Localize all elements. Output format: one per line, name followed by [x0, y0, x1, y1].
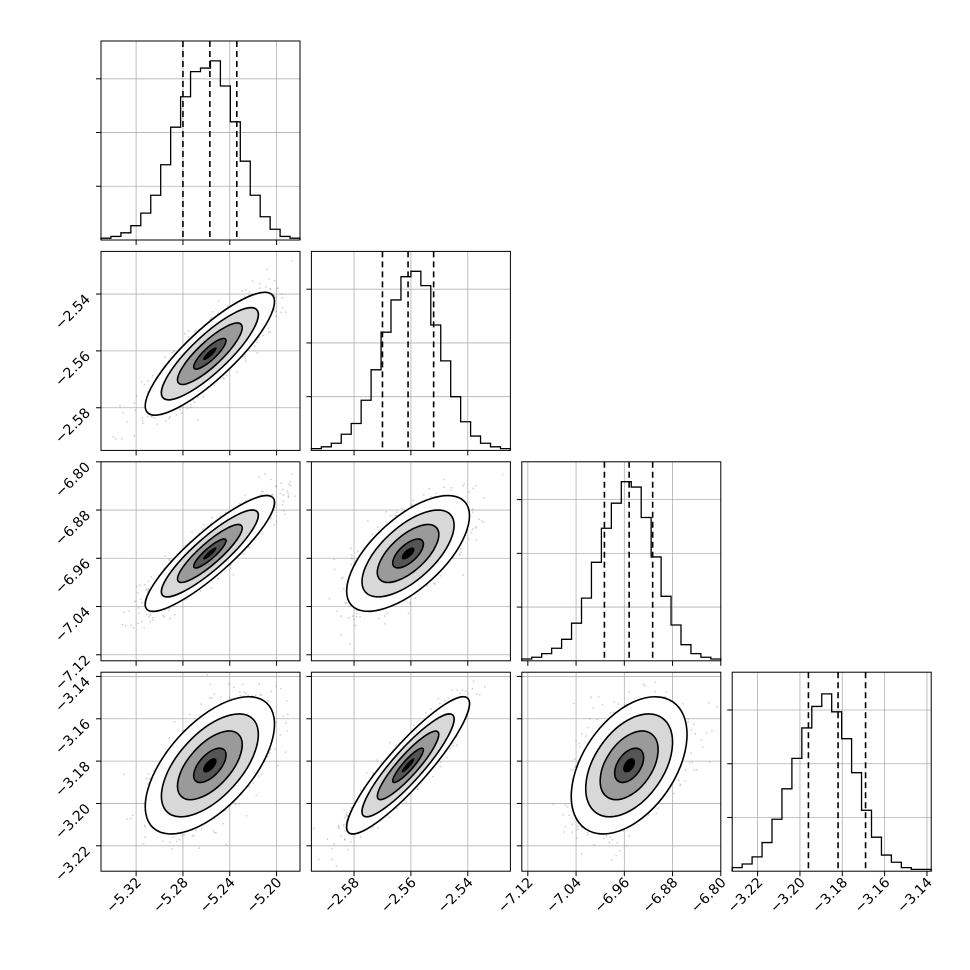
- contour-line-1: [160, 509, 260, 598]
- x-tick-label: −2.54: [435, 875, 477, 917]
- contour-line-1: [361, 509, 455, 598]
- x-tick-label: −5.20: [244, 875, 286, 917]
- histogram-step-0: [100, 60, 301, 240]
- histogram-panel-2: [516, 461, 722, 666]
- contour-line-1: [584, 713, 674, 818]
- contour-line-3: [192, 337, 227, 370]
- x-tick-label: −2.56: [378, 875, 420, 917]
- y-tick-label: −3.18: [52, 759, 94, 801]
- contour-line-2: [176, 523, 243, 584]
- density-level-4: [203, 758, 217, 773]
- histogram-panel-1: [306, 250, 512, 456]
- y-tick-label: −6.80: [52, 459, 94, 501]
- panel-frame: [100, 461, 301, 662]
- scatter-panel-2-1: [306, 461, 511, 666]
- contour-line-0: [570, 695, 688, 835]
- x-tick-label: −3.20: [767, 875, 809, 917]
- density-level-4: [623, 758, 636, 773]
- x-tick-label: −3.14: [894, 875, 936, 917]
- x-tick-label: −3.16: [852, 875, 894, 917]
- x-tick-label: −5.24: [197, 875, 239, 917]
- x-tick-label: −6.88: [640, 875, 682, 917]
- y-tick-label: −3.16: [52, 716, 94, 758]
- contour-line-3: [391, 747, 425, 784]
- panel-frame: [100, 671, 301, 872]
- x-tick-label: −5.28: [150, 875, 192, 917]
- histogram-panel-3: [727, 671, 932, 877]
- scatter-panel-3-1: [306, 671, 511, 877]
- y-tick-label: −3.22: [52, 843, 94, 885]
- x-tick-label: −6.96: [591, 875, 633, 917]
- contour-line-3: [192, 538, 227, 569]
- contour-line-0: [144, 494, 276, 613]
- density-level-4: [401, 758, 415, 773]
- histogram-step-1: [310, 270, 512, 451]
- x-tick-label: −2.58: [321, 875, 363, 917]
- panel-frame: [731, 671, 932, 872]
- scatter-panel-3-0: [96, 671, 301, 877]
- histogram-step-3: [731, 693, 932, 872]
- contour-line-0: [345, 494, 471, 613]
- x-tick-label: −5.32: [103, 875, 145, 917]
- density-level-4: [203, 547, 217, 560]
- x-tick-label: −7.12: [495, 875, 537, 917]
- panel-frame: [521, 461, 722, 662]
- contour-line-3: [391, 538, 425, 569]
- y-tick-label: −3.20: [52, 801, 94, 843]
- scatter-panel-1-0: [96, 250, 301, 456]
- contour-line-2: [176, 322, 243, 386]
- contour-line-2: [376, 730, 440, 801]
- density-level-4: [203, 347, 217, 361]
- x-tick-label: −6.80: [688, 875, 730, 917]
- contour-line-2: [376, 523, 440, 584]
- contour-line-1: [160, 306, 260, 401]
- contour-line-2: [176, 730, 243, 801]
- histogram-step-2: [521, 481, 722, 661]
- density-level-4: [401, 547, 415, 560]
- x-tick-label: −7.04: [543, 875, 585, 917]
- contour-line-2: [599, 730, 659, 801]
- contour-line-0: [345, 695, 471, 835]
- scatter-panel-3-2: [516, 671, 722, 877]
- panel-frame: [100, 40, 301, 241]
- contour-line-1: [361, 713, 455, 818]
- scatter-panel-2-0: [96, 461, 301, 666]
- y-tick-label: −2.58: [52, 405, 94, 447]
- x-tick-label: −3.18: [809, 875, 851, 917]
- contour-line-3: [192, 747, 227, 784]
- contour-line-1: [160, 713, 260, 818]
- y-tick-label: −6.96: [52, 556, 94, 598]
- y-tick-label: −6.88: [52, 508, 94, 550]
- y-tick-label: −2.54: [52, 291, 94, 333]
- y-tick-label: −7.04: [52, 604, 94, 646]
- x-tick-label: −3.22: [725, 875, 767, 917]
- contour-line-0: [144, 291, 276, 416]
- contour-line-3: [613, 747, 645, 784]
- panel-frame: [521, 671, 722, 872]
- histogram-panel-0: [96, 40, 301, 245]
- y-tick-label: −2.56: [52, 348, 94, 390]
- contour-line-0: [144, 695, 276, 835]
